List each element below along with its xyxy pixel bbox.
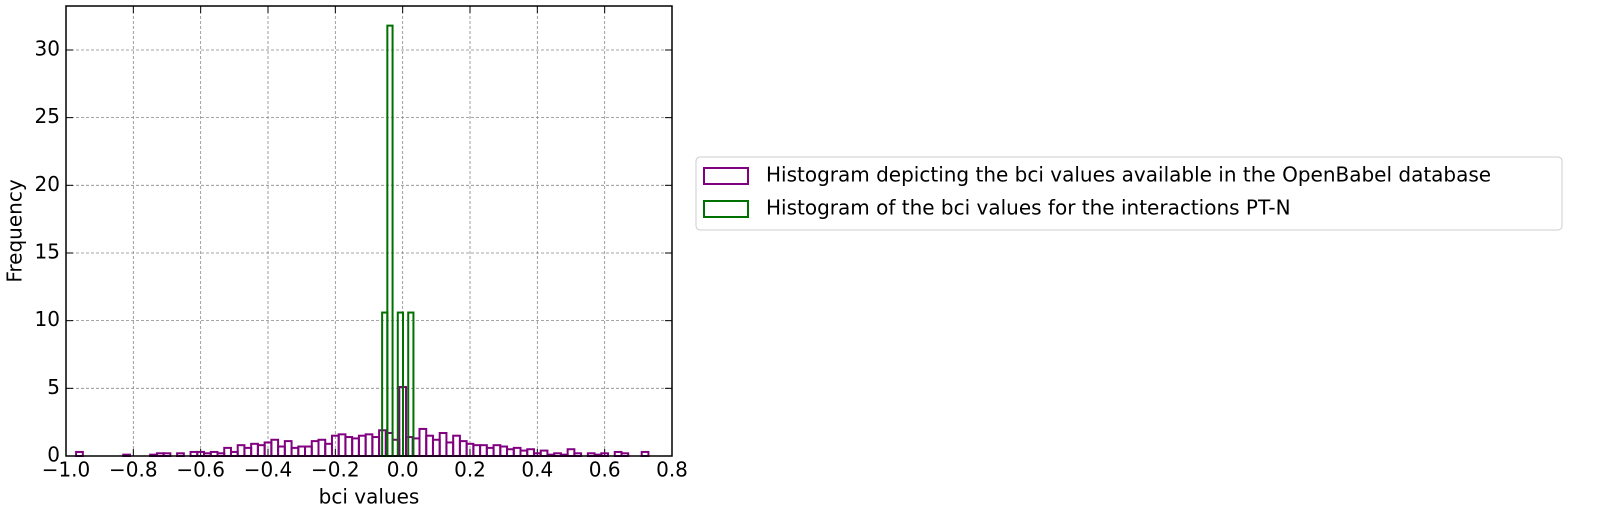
x-tick-label: −1.0	[42, 458, 91, 482]
histogram-bar	[479, 444, 488, 458]
x-tick-label: 0.4	[521, 458, 553, 482]
histogram-bar	[270, 438, 280, 457]
histogram-bar	[425, 434, 434, 458]
histogram-bar	[317, 438, 327, 457]
x-tick-label: 0.6	[589, 458, 621, 482]
histogram-bar	[310, 440, 320, 458]
legend-swatch	[703, 200, 749, 218]
histogram-bar	[407, 311, 415, 457]
histogram-bar	[566, 448, 576, 458]
histogram-bar	[499, 445, 509, 457]
histogram-bar	[277, 445, 286, 457]
y-tick-label: 10	[35, 307, 60, 331]
histogram-bar	[431, 438, 441, 457]
histogram-bar	[357, 434, 367, 458]
histogram-bar	[297, 445, 307, 457]
histogram-bar	[512, 446, 522, 457]
histogram-bar	[438, 431, 448, 458]
y-axis-label: Frequency	[3, 179, 27, 282]
histogram-bar	[304, 445, 313, 457]
histogram-bar	[396, 311, 405, 457]
histogram-bar	[519, 449, 529, 457]
x-tick-label: 0.2	[454, 458, 486, 482]
y-tick-label: 20	[35, 172, 60, 196]
histogram-bar	[243, 446, 253, 457]
histogram-bar	[364, 433, 374, 457]
y-tick-label: 0	[47, 443, 60, 467]
x-tick-label: −0.8	[109, 458, 158, 482]
y-tick-label: 25	[35, 104, 60, 128]
x-axis-label: bci values	[319, 485, 420, 509]
histogram-bar	[223, 446, 232, 457]
histogram-bar	[472, 444, 482, 458]
histogram-bar	[256, 444, 266, 458]
x-tick-label: −0.2	[311, 458, 360, 482]
histogram-bar	[344, 436, 354, 458]
histogram-bar	[405, 436, 414, 458]
y-tick-label: 15	[35, 239, 60, 263]
histogram-bar	[324, 442, 333, 458]
histogram-bar	[452, 434, 461, 458]
histogram-bar	[485, 446, 495, 457]
x-tick-label: 0.8	[656, 458, 688, 482]
legend-swatch	[703, 167, 749, 185]
histogram-bar	[418, 427, 428, 458]
histogram-bar	[386, 24, 394, 458]
histogram-bar	[351, 437, 360, 457]
x-tick-label: −0.4	[244, 458, 293, 482]
histogram-bar	[337, 433, 347, 457]
legend-frame	[695, 156, 1563, 231]
y-tick-label: 30	[35, 36, 60, 60]
histogram-bar	[283, 440, 293, 458]
plot-frame	[65, 5, 673, 457]
histogram-bar	[236, 444, 246, 458]
histogram-bar	[445, 441, 455, 457]
histogram-bar	[371, 436, 381, 458]
histogram-bar	[290, 446, 300, 457]
histogram-bar	[539, 449, 549, 457]
legend-label: Histogram of the bci values for the inte…	[766, 196, 1291, 220]
histogram-bar	[492, 444, 502, 458]
x-tick-label: −0.6	[176, 458, 225, 482]
y-tick-label: 5	[47, 375, 60, 399]
histogram-bar	[526, 448, 535, 458]
x-tick-label: 0.0	[387, 458, 419, 482]
legend-label: Histogram depicting the bci values avail…	[766, 163, 1491, 187]
histogram-bar	[250, 442, 259, 458]
histogram-bar	[458, 440, 468, 458]
histogram-bar	[506, 448, 515, 458]
